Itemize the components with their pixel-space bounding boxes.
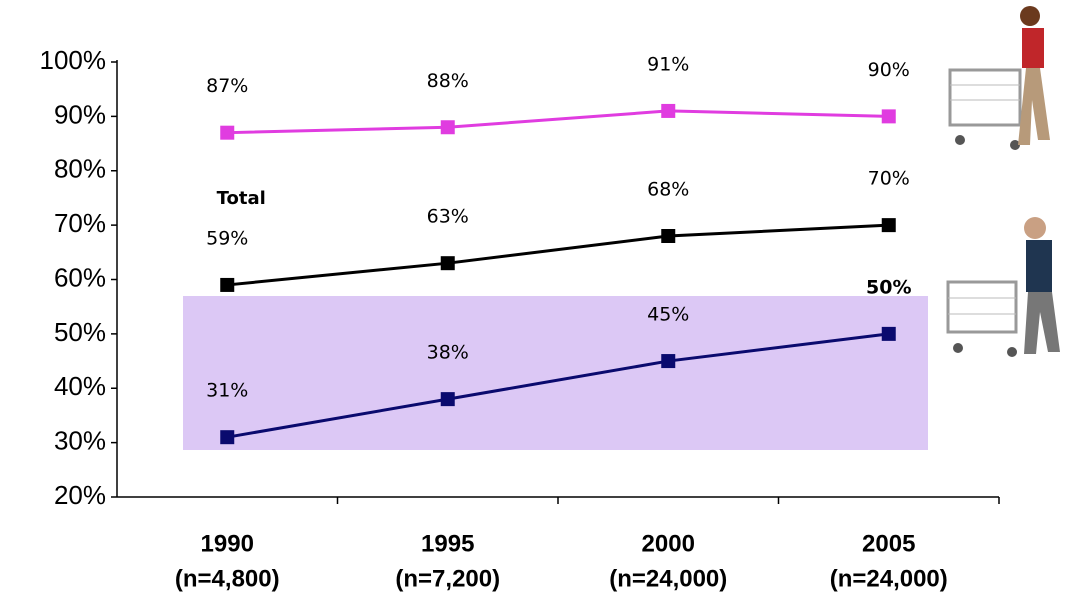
y-tick-label: 90% — [54, 99, 106, 129]
value-label: 63% — [427, 206, 469, 228]
chart: 20% 30% 40% 50% 60% 70% 80% 90% 100% 1990 (n=4,800… — [0, 0, 1073, 602]
value-label: 70% — [868, 168, 910, 190]
point-marker — [441, 392, 455, 406]
series-line — [227, 111, 889, 133]
x-tick-label: 1990 — [201, 530, 254, 557]
value-label: 38% — [427, 342, 469, 364]
point-marker — [220, 278, 234, 292]
point-marker — [661, 104, 675, 118]
value-label: 87% — [206, 75, 248, 97]
point-marker — [661, 229, 675, 243]
y-tick-label: 50% — [54, 317, 106, 347]
y-tick-label: 30% — [54, 426, 106, 456]
point-marker — [882, 218, 896, 232]
x-tick-label: 2000 — [642, 530, 695, 557]
y-tick-label: 70% — [54, 208, 106, 238]
x-sample-size: (n=7,200) — [395, 565, 500, 592]
x-sample-size: (n=24,000) — [830, 565, 948, 592]
point-marker — [220, 126, 234, 140]
value-label: 31% — [206, 380, 248, 402]
point-marker — [441, 120, 455, 134]
x-sample-size: (n=24,000) — [609, 565, 727, 592]
point-marker — [220, 430, 234, 444]
value-label: 90% — [868, 59, 910, 81]
shopper-woman — [950, 6, 1050, 150]
point-marker — [661, 354, 675, 368]
x-tick-label: 1995 — [421, 530, 474, 557]
y-tick-label: 20% — [54, 480, 106, 510]
series-name: Total — [217, 188, 266, 209]
value-label: 59% — [206, 227, 248, 249]
value-label: 68% — [647, 179, 689, 201]
y-tick-label: 40% — [54, 371, 106, 401]
value-label: 91% — [647, 53, 689, 75]
value-label: 50% — [866, 276, 911, 298]
point-marker — [441, 256, 455, 270]
point-marker — [882, 327, 896, 341]
shopper-man — [948, 217, 1060, 357]
x-tick-label: 2005 — [862, 530, 915, 557]
y-tick-label: 60% — [54, 262, 106, 292]
y-tick-label: 80% — [54, 154, 106, 184]
value-label: 45% — [647, 304, 689, 326]
series-line — [227, 225, 889, 285]
x-sample-size: (n=4,800) — [175, 565, 280, 592]
value-label: 88% — [427, 70, 469, 92]
y-tick-label: 100% — [40, 45, 107, 75]
point-marker — [882, 109, 896, 123]
